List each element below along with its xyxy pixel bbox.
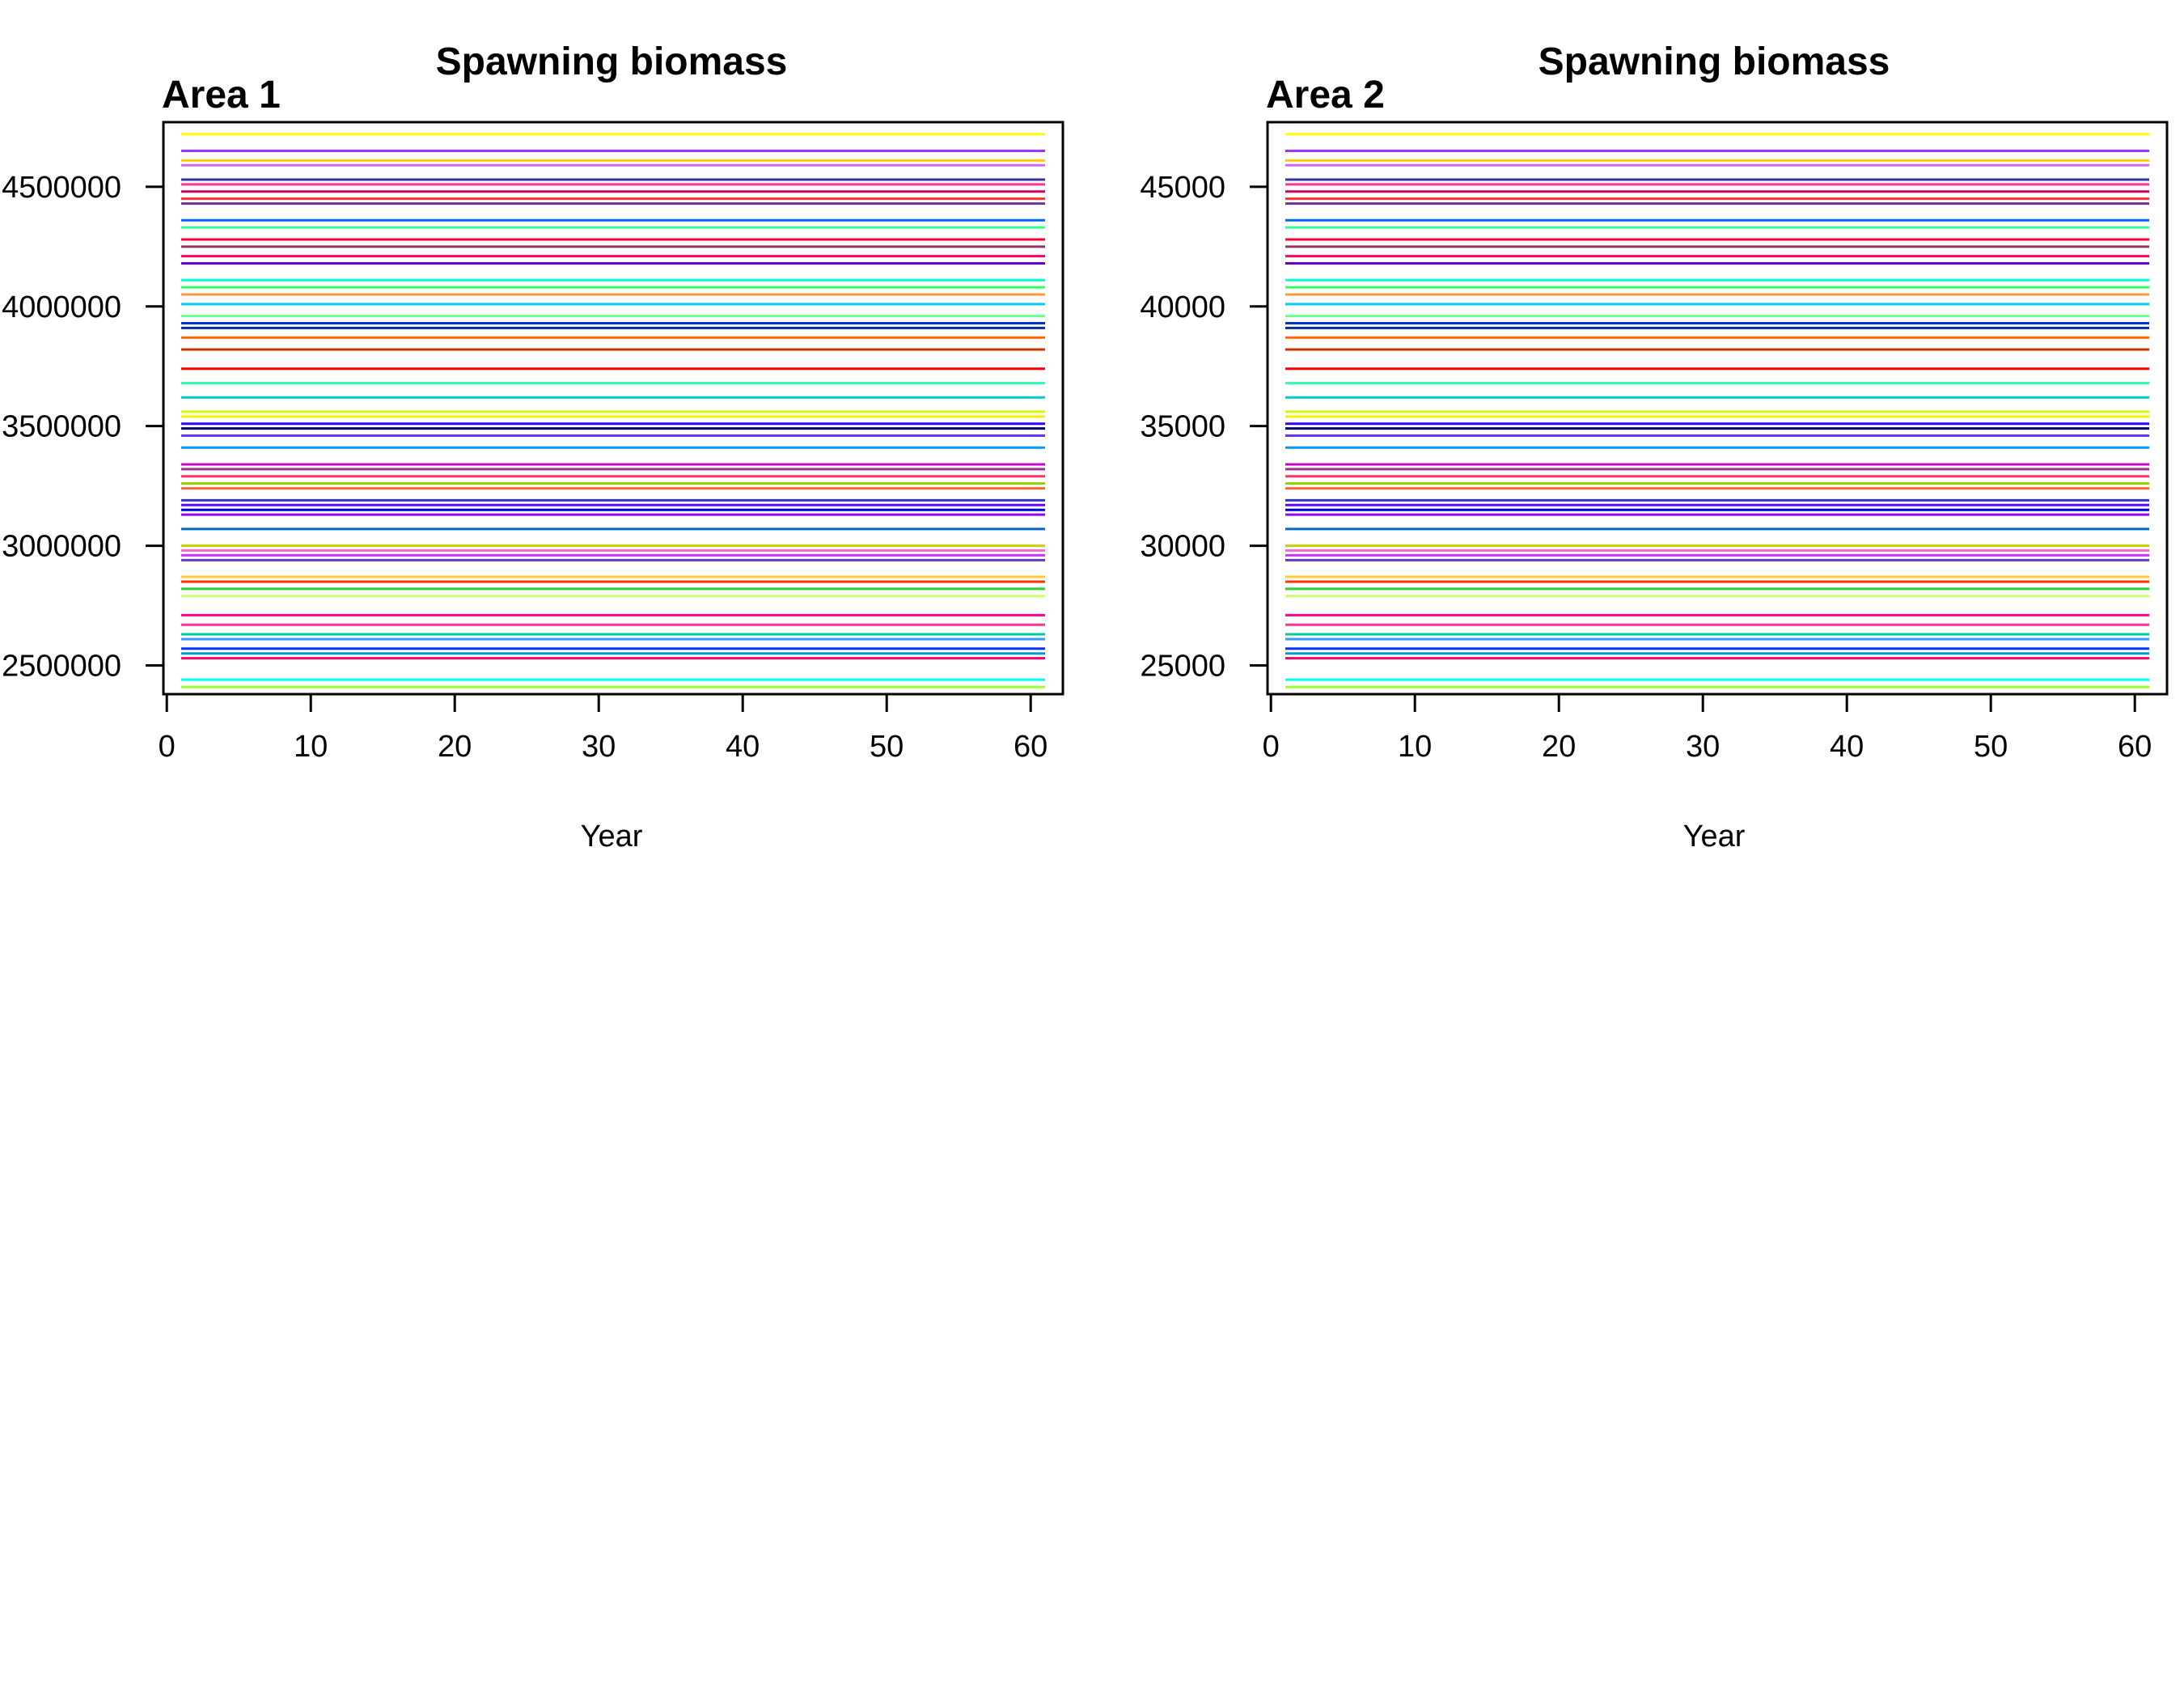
x-tick-label: 30 — [1686, 730, 1720, 764]
x-tick-label: 40 — [726, 730, 760, 764]
x-tick-label: 0 — [159, 730, 176, 764]
y-tick-label: 45000 — [1140, 171, 1225, 205]
x-axis-label: Year — [581, 820, 643, 854]
panel-label: Area 1 — [162, 74, 281, 116]
y-tick-label: 35000 — [1140, 410, 1225, 444]
series-group — [1285, 133, 2149, 688]
y-tick-label: 40000 — [1140, 290, 1225, 324]
y-tick-label: 4500000 — [2, 171, 121, 205]
x-tick-label: 0 — [1263, 730, 1280, 764]
x-tick-label: 50 — [1974, 730, 2008, 764]
x-tick-label: 20 — [438, 730, 472, 764]
plot-frame — [1266, 121, 2169, 696]
x-tick-label: 20 — [1542, 730, 1576, 764]
x-tick-label: 10 — [1398, 730, 1432, 764]
x-axis-label: Year — [1683, 820, 1746, 854]
x-tick-label: 10 — [294, 730, 328, 764]
x-tick-label: 40 — [1830, 730, 1864, 764]
series-group — [181, 133, 1045, 688]
panel-area-1: Spawning biomass Area 1 Year 0 10 20 30 40 50… — [2, 40, 1064, 854]
plot-frame — [162, 121, 1064, 696]
x-tick-label: 60 — [1014, 730, 1048, 764]
x-tick-label: 60 — [2118, 730, 2152, 764]
panel-label: Area 2 — [1266, 74, 1385, 116]
y-tick-label: 30000 — [1140, 530, 1225, 564]
chart-title: Spawning biomass — [436, 40, 788, 83]
y-tick-label: 3000000 — [2, 530, 121, 564]
x-tick-label: 50 — [870, 730, 904, 764]
x-tick-label: 30 — [582, 730, 616, 764]
y-tick-label: 2500000 — [2, 650, 121, 684]
y-tick-label: 25000 — [1140, 650, 1225, 684]
panel-area-2: Spawning biomass Area 2 Year 0 10 20 30 40 50… — [1140, 40, 2169, 854]
y-tick-label: 3500000 — [2, 410, 121, 444]
chart-title: Spawning biomass — [1539, 40, 1890, 83]
y-tick-label: 4000000 — [2, 290, 121, 324]
